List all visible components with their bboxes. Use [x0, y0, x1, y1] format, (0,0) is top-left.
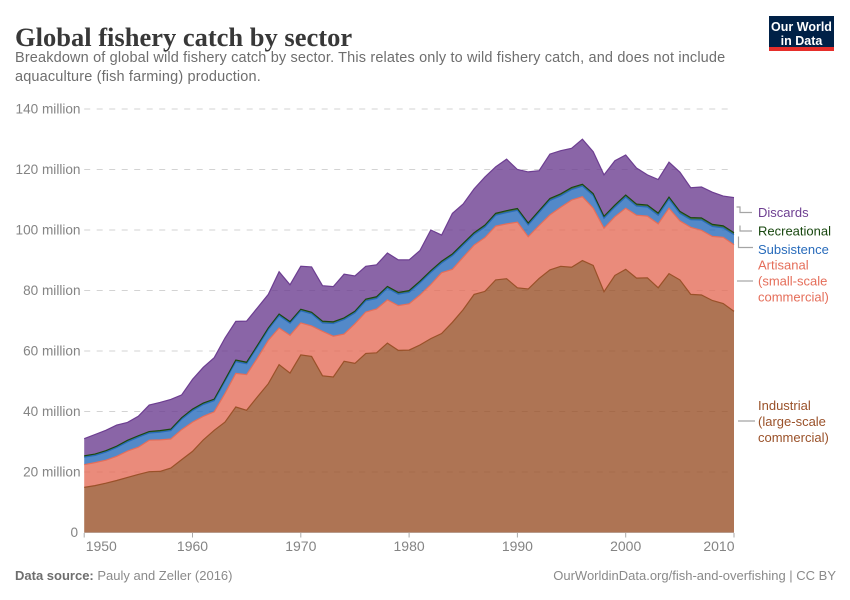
svg-text:1950: 1950 — [86, 538, 117, 554]
svg-text:Recreational: Recreational — [758, 224, 831, 239]
svg-text:2000: 2000 — [610, 538, 641, 554]
svg-text:(small-scale: (small-scale — [758, 274, 827, 289]
svg-text:140 million: 140 million — [16, 102, 81, 117]
svg-text:0: 0 — [70, 525, 78, 540]
svg-text:1960: 1960 — [177, 538, 208, 554]
svg-text:Discards: Discards — [758, 205, 809, 220]
svg-text:commercial): commercial) — [758, 430, 829, 445]
svg-text:(large-scale: (large-scale — [758, 414, 826, 429]
svg-text:Artisanal: Artisanal — [758, 258, 809, 273]
svg-text:80 million: 80 million — [23, 283, 80, 298]
svg-text:120 million: 120 million — [16, 162, 81, 177]
svg-text:100 million: 100 million — [16, 223, 81, 238]
svg-text:40 million: 40 million — [23, 404, 80, 419]
svg-text:1970: 1970 — [285, 538, 316, 554]
svg-text:1990: 1990 — [502, 538, 533, 554]
svg-text:Industrial: Industrial — [758, 398, 811, 413]
svg-text:60 million: 60 million — [23, 344, 80, 359]
svg-text:commercial): commercial) — [758, 290, 829, 305]
svg-text:20 million: 20 million — [23, 465, 80, 480]
svg-text:Subsistence: Subsistence — [758, 242, 829, 257]
svg-text:1980: 1980 — [394, 538, 425, 554]
svg-text:2010: 2010 — [703, 538, 734, 554]
